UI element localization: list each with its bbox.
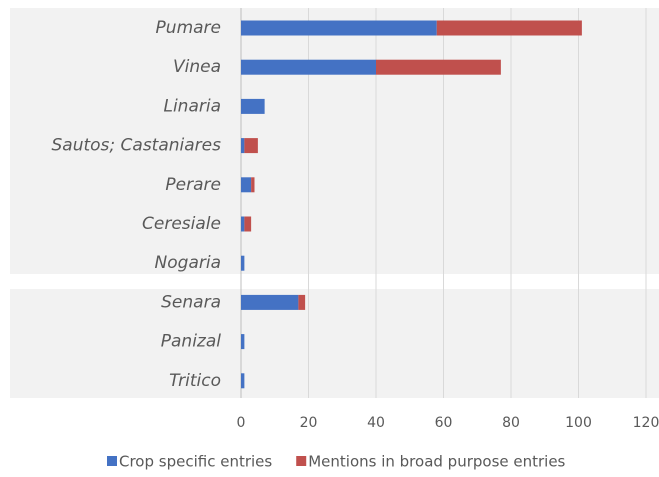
bar-segment	[241, 294, 299, 310]
x-tick-label: 120	[633, 415, 659, 431]
bar-segment	[241, 98, 265, 114]
bar-segment	[241, 255, 245, 271]
category-label: Sautos; Castaniares	[52, 136, 222, 156]
bar-segment	[251, 177, 255, 193]
legend-label: Mentions in broad purpose entries	[308, 453, 565, 471]
category-label: Linaria	[163, 96, 221, 116]
category-label: Vinea	[173, 57, 221, 77]
legend-swatch	[107, 456, 117, 466]
category-label: Ceresiale	[142, 214, 221, 234]
x-tick-label: 100	[565, 415, 592, 431]
bar-segment	[298, 294, 306, 310]
bar-segment	[241, 138, 245, 154]
x-tick-label: 60	[435, 415, 453, 431]
category-label: Pumare	[156, 18, 221, 38]
bar-segment	[436, 20, 582, 36]
category-label: Perare	[165, 175, 221, 195]
group-band	[10, 289, 659, 398]
bar-segment	[241, 216, 245, 232]
bar-segment	[241, 334, 245, 350]
bar-segment	[241, 59, 376, 75]
bar-segment	[376, 59, 501, 75]
category-label: Panizal	[161, 332, 222, 352]
x-tick-label: 40	[367, 415, 385, 431]
bar-segment	[241, 373, 245, 389]
bar-segment	[244, 216, 252, 232]
bar-segment	[241, 20, 437, 36]
bar-segment	[241, 177, 252, 193]
category-label: Nogaria	[155, 253, 221, 273]
legend-label: Crop specific entries	[119, 453, 272, 471]
group-band	[10, 8, 659, 274]
category-label: Tritico	[169, 371, 221, 391]
category-label: Senara	[161, 292, 221, 312]
legend-swatch	[296, 456, 307, 466]
x-tick-label: 80	[502, 415, 520, 431]
bar-segment	[244, 138, 258, 154]
x-tick-label: 20	[300, 415, 318, 431]
x-tick-label: 0	[237, 415, 246, 431]
